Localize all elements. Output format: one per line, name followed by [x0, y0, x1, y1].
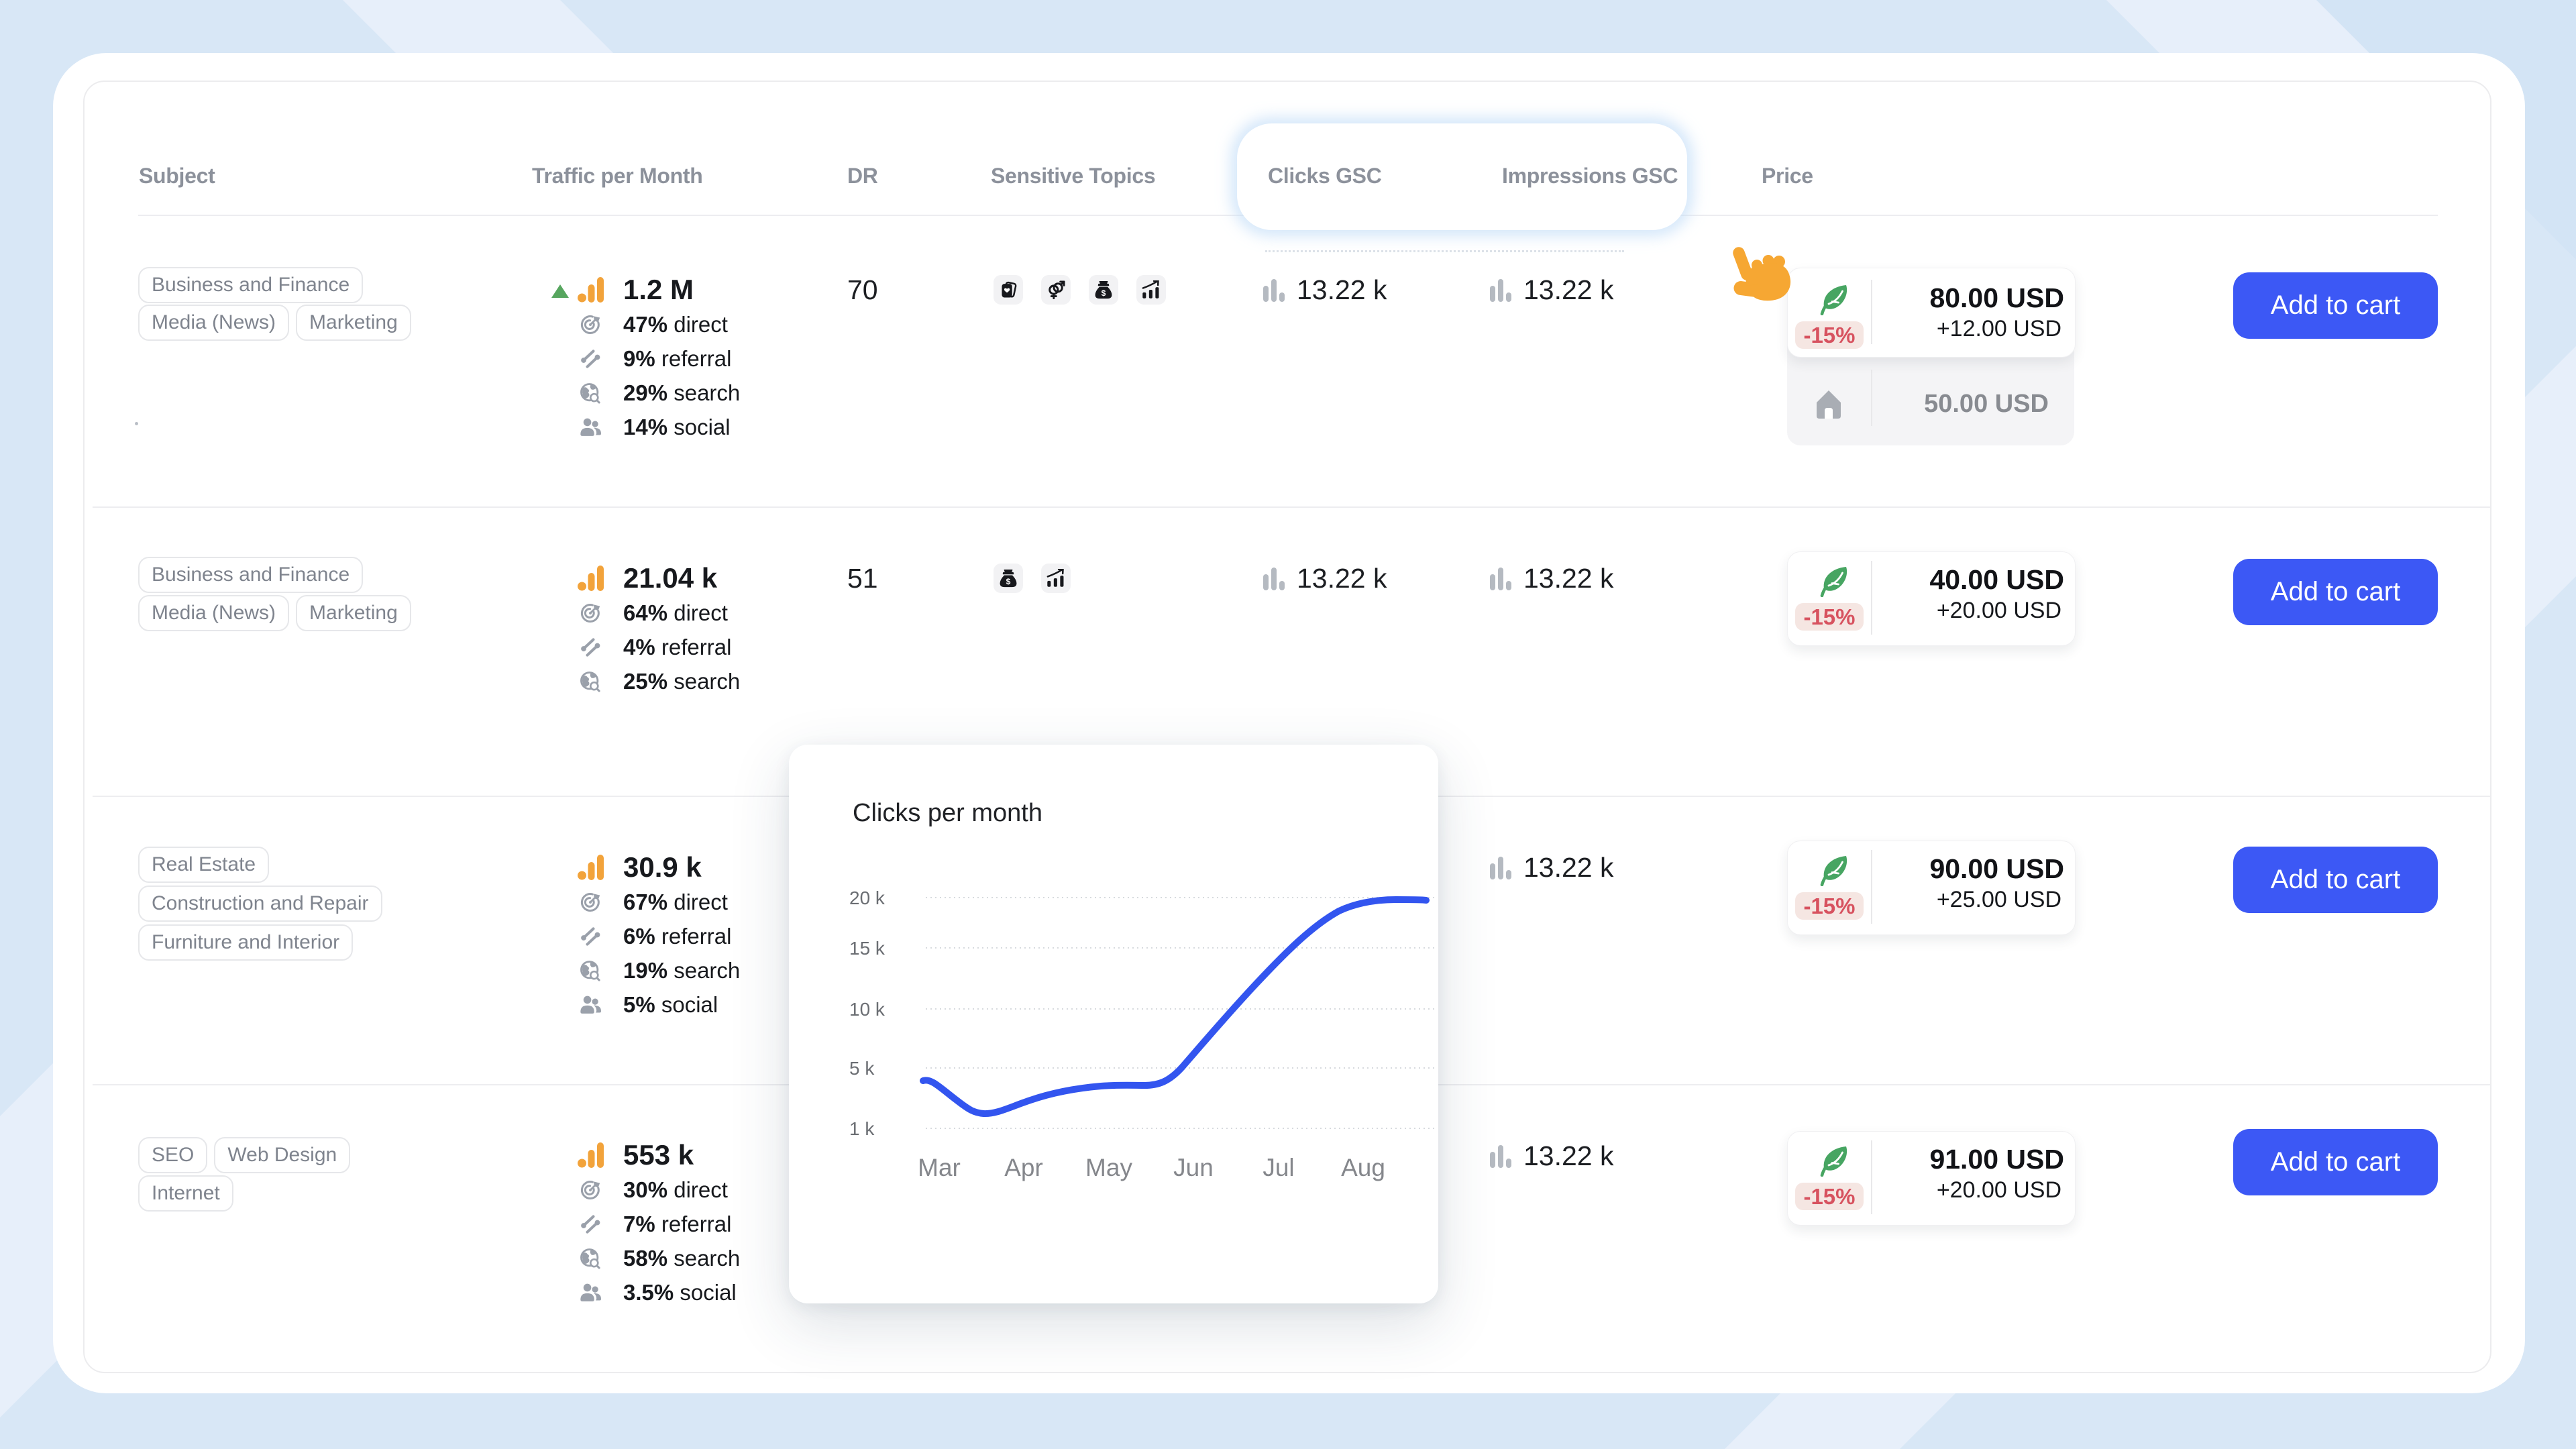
svg-text:Clicks per month: Clicks per month: [853, 799, 1042, 827]
svg-text:Mar: Mar: [918, 1154, 961, 1181]
svg-text:15 k: 15 k: [849, 938, 885, 959]
svg-text:20 k: 20 k: [849, 888, 885, 908]
svg-text:Jun: Jun: [1173, 1154, 1214, 1181]
svg-text:Apr: Apr: [1004, 1154, 1043, 1181]
svg-text:May: May: [1085, 1154, 1132, 1181]
svg-text:Jul: Jul: [1263, 1154, 1294, 1181]
svg-text:5 k: 5 k: [849, 1058, 875, 1079]
svg-text:10 k: 10 k: [849, 999, 885, 1020]
svg-text:1 k: 1 k: [849, 1118, 875, 1139]
svg-text:Aug: Aug: [1341, 1154, 1385, 1181]
